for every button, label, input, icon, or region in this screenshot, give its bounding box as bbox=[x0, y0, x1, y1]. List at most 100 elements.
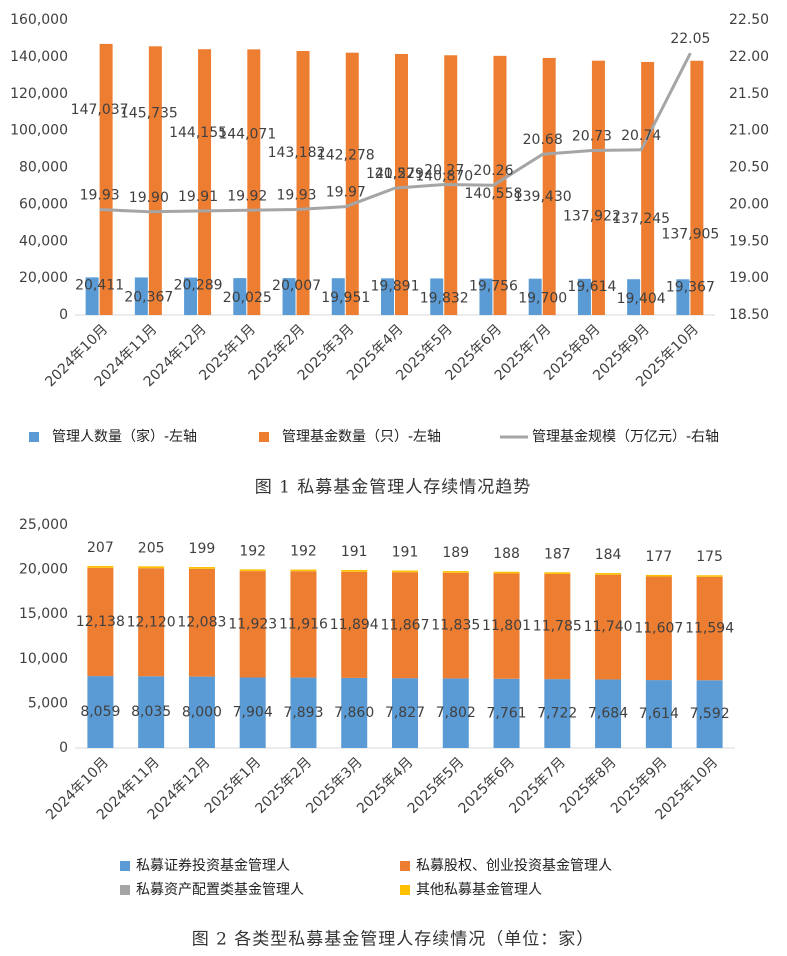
bar bbox=[331, 278, 345, 315]
y-tick-label: 120,000 bbox=[10, 86, 68, 102]
bar-segment bbox=[442, 571, 469, 573]
data-label: 147,037 bbox=[71, 102, 129, 118]
bar bbox=[184, 277, 198, 315]
data-label: 20.22 bbox=[375, 166, 415, 182]
bar bbox=[247, 49, 261, 316]
legend-marker bbox=[400, 885, 410, 895]
bar bbox=[577, 278, 591, 315]
legend-marker bbox=[120, 861, 130, 871]
data-label: 20.26 bbox=[473, 163, 513, 179]
bar bbox=[591, 60, 605, 315]
bar bbox=[395, 53, 408, 316]
line-series bbox=[99, 52, 692, 214]
legend-label: 私募证券投资基金管理人 bbox=[136, 857, 290, 874]
data-label: 20,007 bbox=[272, 278, 321, 294]
data-label: 140,870 bbox=[415, 168, 473, 184]
data-label: 19.93 bbox=[80, 188, 120, 204]
y-tick-label: 140,000 bbox=[10, 49, 68, 65]
data-label: 175 bbox=[696, 549, 723, 565]
data-label: 137,245 bbox=[612, 211, 670, 227]
data-label: 143,182 bbox=[268, 145, 326, 161]
data-label: 207 bbox=[87, 540, 114, 556]
data-label: 11,894 bbox=[330, 617, 379, 633]
data-label: 19,367 bbox=[666, 279, 715, 295]
data-label: 7,904 bbox=[233, 705, 273, 721]
data-label: 142,278 bbox=[317, 148, 375, 164]
data-label: 12,138 bbox=[76, 614, 125, 630]
legend-label: 其他私募基金管理人 bbox=[416, 881, 542, 898]
data-label: 11,740 bbox=[584, 619, 633, 635]
bar bbox=[99, 43, 113, 315]
data-label: 19,404 bbox=[617, 291, 666, 307]
bar-segment bbox=[696, 575, 723, 577]
bar-segment bbox=[442, 678, 469, 748]
data-label: 19,614 bbox=[567, 279, 616, 295]
caption: 图 2 各类型私募基金管理人存续情况（单位：家） bbox=[192, 930, 595, 950]
data-label: 145,735 bbox=[120, 105, 178, 121]
data-label: 192 bbox=[239, 543, 266, 559]
data-label: 184 bbox=[595, 547, 622, 563]
data-label: 12,083 bbox=[177, 615, 226, 631]
y-tick-label: 25,000 bbox=[19, 517, 68, 533]
y-tick-label: 20,000 bbox=[19, 270, 68, 286]
bar-segment bbox=[138, 676, 165, 748]
legend-marker bbox=[120, 885, 130, 895]
bar-segment bbox=[341, 570, 368, 572]
y2-tick-label: 19.50 bbox=[729, 233, 769, 249]
bar bbox=[233, 278, 247, 315]
bar-segment bbox=[645, 576, 672, 681]
data-label: 11,801 bbox=[482, 618, 531, 634]
bar-segment bbox=[493, 573, 520, 679]
y2-tick-label: 22.50 bbox=[729, 12, 769, 28]
data-label: 11,916 bbox=[279, 616, 328, 632]
data-label: 20.27 bbox=[424, 162, 464, 178]
y2-tick-label: 19.00 bbox=[729, 270, 769, 286]
bar-segment bbox=[595, 679, 622, 748]
legend-label: 私募资产配置类基金管理人 bbox=[136, 881, 304, 898]
data-label: 22.05 bbox=[670, 31, 710, 47]
data-label: 8,059 bbox=[80, 704, 120, 720]
y2-tick-label: 21.50 bbox=[729, 86, 769, 102]
bar-segment bbox=[493, 678, 520, 748]
bar-segment bbox=[239, 569, 266, 572]
bar bbox=[528, 278, 542, 315]
data-label: 11,785 bbox=[533, 619, 582, 635]
caption: 图 1 私募基金管理人存续情况趋势 bbox=[255, 478, 532, 498]
y-tick-label: 0 bbox=[59, 740, 68, 756]
y-tick-label: 0 bbox=[59, 307, 68, 323]
data-label: 140,558 bbox=[465, 186, 523, 202]
bar-segment bbox=[290, 571, 317, 678]
data-label: 20.68 bbox=[523, 132, 563, 148]
data-label: 20.73 bbox=[572, 129, 612, 145]
data-label: 191 bbox=[392, 545, 419, 561]
legend-label: 管理人数量（家）-左轴 bbox=[52, 428, 197, 445]
bar-segment bbox=[645, 574, 672, 577]
data-label: 7,893 bbox=[283, 705, 323, 721]
legend-label: 私募股权、创业投资基金管理人 bbox=[416, 857, 612, 874]
y-tick-label: 100,000 bbox=[10, 123, 68, 139]
data-label: 139,430 bbox=[514, 189, 572, 205]
bar-segment bbox=[544, 679, 571, 748]
data-label: 11,607 bbox=[634, 620, 683, 636]
data-label: 7,802 bbox=[436, 705, 476, 721]
bar-segment bbox=[595, 573, 622, 575]
bar-segment bbox=[544, 573, 571, 680]
data-label: 20.74 bbox=[621, 128, 661, 144]
bar-segment bbox=[544, 572, 571, 574]
bar-segment bbox=[392, 570, 418, 573]
data-label: 7,761 bbox=[486, 705, 526, 721]
bar-segment bbox=[239, 571, 266, 678]
legend-label: 管理基金数量（只）-左轴 bbox=[282, 428, 441, 445]
data-label: 199 bbox=[189, 541, 216, 557]
bar-segment bbox=[442, 572, 469, 679]
data-label: 19.92 bbox=[227, 188, 267, 204]
bar bbox=[85, 277, 99, 315]
data-label: 8,000 bbox=[182, 704, 222, 720]
data-label: 144,155 bbox=[169, 125, 227, 141]
bar-segment bbox=[341, 677, 368, 748]
bar-segment bbox=[392, 678, 418, 748]
data-label: 19,700 bbox=[518, 291, 567, 307]
data-label: 20,411 bbox=[75, 277, 124, 293]
bar bbox=[134, 277, 148, 315]
bar-segment bbox=[595, 574, 622, 680]
